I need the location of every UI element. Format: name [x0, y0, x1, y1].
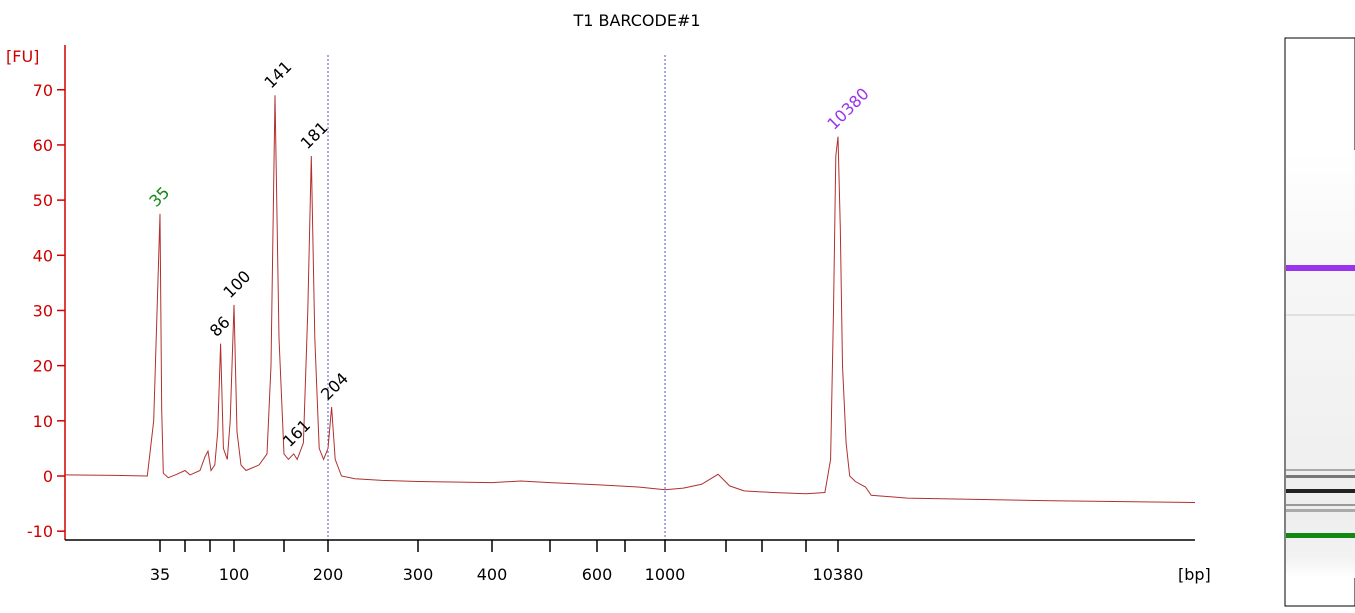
gel-lane	[1284, 37, 1355, 607]
peak-label: 204	[317, 369, 352, 404]
y-tick-label: 40	[33, 246, 53, 265]
x-tick-label: 1000	[645, 565, 686, 584]
y-tick-label: 70	[33, 81, 53, 100]
trace-line	[64, 95, 1196, 503]
gel-band	[1286, 475, 1355, 478]
y-tick-label: -10	[27, 522, 53, 541]
y-axis-label: [FU]	[6, 47, 39, 66]
x-tick-label: 100	[219, 565, 250, 584]
peak-label: 100	[219, 267, 254, 302]
y-tick-label: 50	[33, 191, 53, 210]
x-tick-label: 300	[403, 565, 434, 584]
peak-label: 161	[279, 416, 314, 451]
x-tick-label: 600	[582, 565, 613, 584]
gel-band	[1286, 504, 1355, 506]
x-tick-label: 400	[477, 565, 508, 584]
peak-label: 86	[206, 313, 234, 341]
gel-band	[1286, 314, 1355, 316]
peak-label: 181	[297, 118, 332, 153]
chart-title: T1 BARCODE#1	[572, 11, 700, 30]
peak-label: 141	[260, 57, 295, 92]
y-tick-label: 10	[33, 412, 53, 431]
gel-band	[1286, 469, 1355, 471]
x-tick-label: 35	[150, 565, 170, 584]
gel-band	[1286, 533, 1355, 538]
peak-label: 35	[145, 183, 173, 211]
gel-background	[1286, 150, 1355, 578]
gel-band	[1286, 265, 1355, 271]
gel-band	[1286, 509, 1355, 512]
x-axis-label: [bp]	[1178, 565, 1211, 584]
x-tick-label: 200	[313, 565, 344, 584]
x-tick-label: 10380	[813, 565, 864, 584]
y-tick-label: 60	[33, 136, 53, 155]
y-tick-label: 30	[33, 301, 53, 320]
y-tick-label: 0	[43, 467, 53, 486]
peak-label: 10380	[823, 84, 872, 133]
y-tick-label: 20	[33, 357, 53, 376]
gel-band	[1286, 489, 1355, 493]
